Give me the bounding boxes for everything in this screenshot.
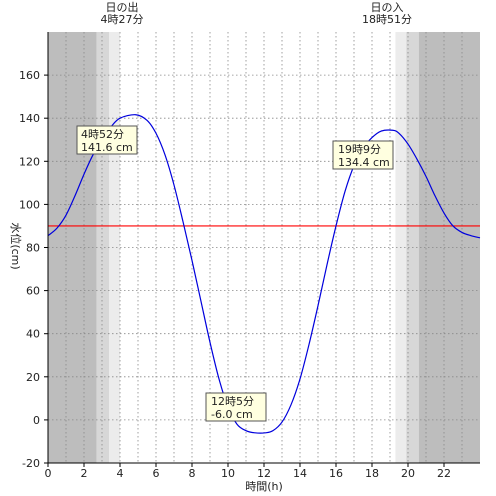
annotation-high-2: 19時9分 134.4 cm <box>332 140 394 170</box>
x-tick-label: 14 <box>293 467 307 480</box>
x-tick-label: 18 <box>365 467 379 480</box>
sunset-time: 18時51分 <box>362 13 412 26</box>
x-tick-label: 4 <box>117 467 124 480</box>
shade-dawn <box>109 32 120 463</box>
annotation-value: 141.6 cm <box>81 141 133 154</box>
x-tick-label: 12 <box>257 467 271 480</box>
x-axis-title: 時間(h) <box>245 480 283 493</box>
sunrise-time: 4時27分 <box>101 13 144 26</box>
annotation-box <box>76 125 138 155</box>
annotation-time: 12時5分 <box>211 395 254 408</box>
y-tick-label: 0 <box>33 414 40 427</box>
sunset-label: 日の入 <box>371 1 404 14</box>
y-tick-label: 140 <box>19 112 40 125</box>
annotation-value: -6.0 cm <box>211 408 253 421</box>
x-tick-labels: 0 2 4 6 8 10 12 14 16 18 20 22 <box>45 463 451 480</box>
annotation-time: 4時52分 <box>81 128 124 141</box>
annotation-value: 134.4 cm <box>338 156 390 169</box>
x-tick-label: 2 <box>81 467 88 480</box>
x-tick-label: 10 <box>221 467 235 480</box>
y-tick-labels: -20 0 20 40 60 80 100 120 140 160 <box>19 69 48 470</box>
tide-series <box>47 114 481 434</box>
y-tick-label: 100 <box>19 198 40 211</box>
annotation-box <box>205 392 267 422</box>
y-tick-label: 40 <box>26 328 40 341</box>
y-tick-label: 160 <box>19 69 40 82</box>
x-tick-label: 20 <box>401 467 415 480</box>
annotation-low: 12時5分 -6.0 cm <box>205 392 267 422</box>
x-tick-label: 22 <box>437 467 451 480</box>
y-tick-label: 20 <box>26 371 40 384</box>
y-tick-label: 80 <box>26 242 40 255</box>
y-tick-label: 120 <box>19 155 40 168</box>
x-tick-label: 6 <box>153 467 160 480</box>
grid <box>48 32 480 463</box>
tide-line <box>47 114 481 434</box>
y-tick-label: 60 <box>26 285 40 298</box>
x-tick-label: 8 <box>189 467 196 480</box>
y-tick-label: -20 <box>22 457 40 470</box>
shade-twilight <box>96 32 110 463</box>
annotation-high-1: 4時52分 141.6 cm <box>76 125 138 155</box>
x-tick-label: 0 <box>45 467 52 480</box>
x-tick-label: 16 <box>329 467 343 480</box>
annotation-time: 19時9分 <box>338 143 381 156</box>
y-axis-title: 水位(cm) <box>9 222 23 269</box>
annotation-box <box>332 140 394 170</box>
sunrise-label: 日の出 <box>106 0 139 14</box>
